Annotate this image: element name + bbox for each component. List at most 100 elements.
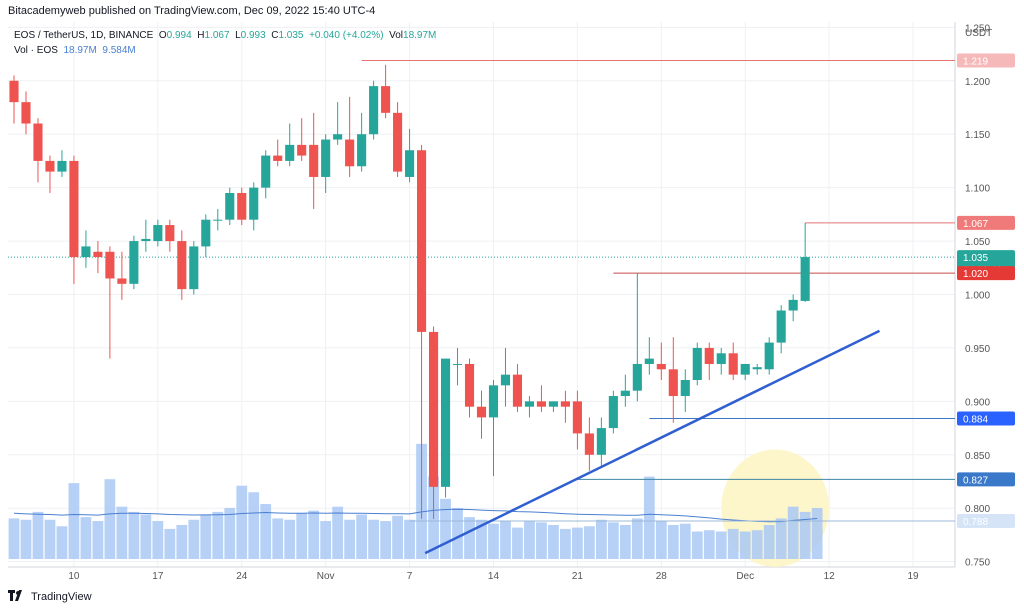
volume-bar — [104, 479, 116, 559]
volume-bar — [380, 521, 391, 559]
volume-bar — [440, 498, 451, 559]
candle-body — [476, 406, 487, 418]
candle-body — [357, 134, 367, 167]
volume-bar — [164, 528, 176, 559]
price-unit-label: USDT — [965, 28, 992, 39]
price-tag — [957, 266, 1015, 281]
candle-body — [596, 428, 606, 455]
candle-body — [428, 331, 439, 487]
vol-value: 18.97M — [403, 30, 437, 41]
volume-bar — [188, 519, 200, 559]
volume-bar — [272, 518, 284, 559]
candle-body — [129, 241, 139, 284]
x-tick-label: 24 — [236, 571, 248, 582]
y-tick-label: 1.000 — [965, 291, 990, 302]
low-value: 0.993 — [240, 30, 266, 41]
volume-bar — [583, 526, 595, 559]
volume-ma-value: 9.584M — [102, 45, 136, 56]
high-value: 1.067 — [204, 30, 230, 41]
candle-body — [488, 385, 499, 418]
volume-bar — [631, 518, 643, 559]
volume-bar — [68, 483, 80, 559]
price-tag — [957, 215, 1015, 230]
ohlc-line: EOS / TetherUS, 1D, BINANCE O0.994 H1.06… — [14, 30, 437, 41]
symbol-label[interactable]: EOS / TetherUS, 1D, BINANCE — [14, 30, 154, 41]
y-tick-label: 1.100 — [965, 184, 990, 195]
candle-body — [237, 192, 247, 220]
candle-body — [512, 374, 523, 407]
volume-bar — [212, 511, 224, 559]
volume-bar — [763, 524, 775, 559]
volume-bar — [320, 521, 332, 559]
volume-bar — [368, 519, 380, 559]
volume-bar — [344, 519, 356, 559]
candle-body — [93, 251, 103, 258]
candle-body — [440, 358, 451, 487]
volume-bar — [787, 506, 799, 559]
y-tick-label: 1.200 — [965, 77, 990, 88]
candle-body — [141, 238, 151, 242]
change-value: +0.040 (+4.02%) — [309, 30, 384, 41]
candle-body — [716, 353, 726, 364]
candle-body — [452, 363, 463, 365]
y-tick-label: 1.150 — [965, 130, 990, 141]
candle-body — [405, 150, 415, 177]
candle-body — [536, 401, 546, 407]
volume-bar — [679, 523, 691, 559]
x-tick-label: 21 — [572, 571, 584, 582]
x-tick-label: Nov — [317, 571, 335, 582]
volume-bar — [703, 530, 715, 559]
volume-bar — [524, 521, 535, 559]
candle-body — [692, 347, 702, 380]
volume-bar — [32, 511, 44, 559]
x-tick-label: 12 — [824, 571, 836, 582]
volume-bar — [116, 506, 128, 559]
candle-body — [213, 219, 223, 221]
x-tick-label: Dec — [736, 571, 754, 582]
price-tag-label: 1.219 — [963, 56, 988, 67]
volume-ma-line — [13, 508, 818, 523]
close-value: 1.035 — [278, 30, 304, 41]
y-tick-label: 1.050 — [965, 237, 990, 248]
price-tag-label: 0.827 — [963, 475, 988, 486]
candle-body — [572, 401, 582, 434]
volume-bar — [392, 515, 403, 559]
candle-body — [752, 367, 762, 370]
candle-body — [273, 155, 283, 161]
volume-bar — [548, 524, 559, 559]
candle-body — [656, 363, 666, 370]
volume-bar — [536, 522, 547, 559]
volume-bar — [404, 519, 415, 559]
price-tag-label: 1.067 — [963, 219, 988, 230]
candle-body — [776, 310, 786, 343]
candle-body — [285, 144, 295, 161]
x-tick-label: 17 — [152, 571, 164, 582]
price-tag — [957, 472, 1015, 487]
candle-body — [644, 358, 654, 364]
volume-bar — [236, 485, 248, 559]
volume-bar — [727, 528, 739, 559]
candle-body — [800, 257, 810, 301]
volume-bar — [572, 527, 583, 559]
candle-body — [105, 251, 115, 279]
candle-body — [345, 139, 355, 167]
footer-brand[interactable]: TradingView — [8, 589, 92, 604]
volume-bar — [655, 521, 667, 559]
volume-bar — [500, 521, 511, 559]
volume-bar — [452, 507, 463, 559]
candle-body — [225, 192, 235, 220]
candle-body — [393, 112, 403, 172]
price-tag — [957, 411, 1015, 426]
volume-bar — [44, 519, 56, 559]
candle-body — [464, 363, 475, 407]
candle-body — [500, 374, 511, 386]
volume-bar — [512, 527, 523, 559]
candle-body — [548, 401, 558, 407]
chart-area[interactable]: 1.250 1.200 1.150 1.100 1.050 1.000 0.950 0.900… — [8, 22, 1016, 582]
price-chart[interactable]: 1.250 1.200 1.150 1.100 1.050 1.000 0.950 0.900… — [8, 22, 1016, 582]
candle-body — [69, 160, 79, 258]
published-caption: Bitacademyweb published on TradingView.c… — [8, 5, 376, 17]
candle-body — [261, 155, 271, 188]
y-tick-label: 0.800 — [965, 504, 990, 515]
volume-bar — [691, 531, 703, 559]
